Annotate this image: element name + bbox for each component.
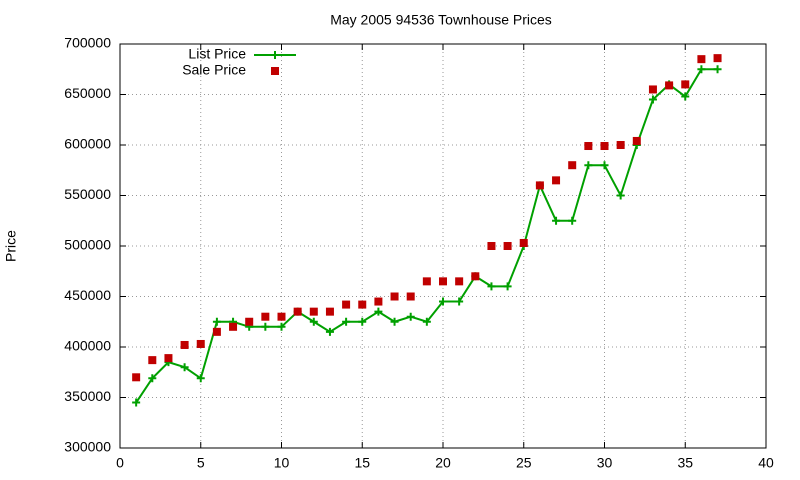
point-marker [600, 142, 609, 151]
point-marker [261, 312, 270, 321]
point-marker [422, 317, 431, 326]
point-marker [487, 242, 496, 250]
point-marker [390, 292, 399, 301]
y-tick-label: 650000 [64, 85, 111, 101]
y-axis-label: Price [3, 230, 19, 262]
y-tick-label: 300000 [64, 439, 111, 455]
point-marker [132, 398, 141, 407]
point-marker [697, 65, 706, 74]
point-marker [713, 65, 722, 74]
point-marker [471, 272, 480, 281]
point-marker [212, 327, 221, 336]
x-tick-label: 20 [435, 455, 451, 471]
point-marker [455, 277, 464, 286]
legend-marker [271, 67, 279, 75]
point-marker [406, 312, 415, 321]
x-tick-label: 0 [116, 455, 124, 471]
y-tick-label: 500000 [64, 237, 111, 253]
x-tick-label: 25 [516, 455, 532, 471]
y-tick-label: 600000 [64, 136, 111, 152]
y-tick-label: 450000 [64, 287, 111, 303]
point-marker [584, 161, 593, 170]
point-marker [665, 81, 674, 90]
legend-label: Sale Price [182, 62, 246, 78]
point-marker [390, 317, 399, 326]
point-marker [180, 340, 189, 349]
point-marker [180, 363, 189, 372]
x-tick-label: 30 [597, 455, 613, 471]
point-marker [293, 307, 302, 316]
point-marker [439, 297, 447, 306]
point-marker [277, 312, 286, 321]
point-marker [196, 374, 205, 383]
y-tick-label: 700000 [64, 35, 111, 51]
point-marker [439, 277, 447, 286]
point-marker [277, 322, 286, 331]
legend-label: List Price [188, 46, 246, 62]
point-marker [535, 181, 544, 190]
point-marker [358, 300, 367, 309]
point-marker [552, 216, 561, 225]
point-marker [568, 216, 577, 225]
point-marker [600, 161, 609, 170]
point-marker [519, 238, 528, 247]
y-tick-label: 350000 [64, 388, 111, 404]
point-marker [148, 374, 157, 383]
plot-frame [119, 43, 767, 449]
point-marker [325, 307, 334, 316]
point-marker [681, 80, 690, 89]
point-marker [164, 354, 173, 363]
point-marker [309, 307, 318, 316]
point-marker [568, 161, 577, 170]
point-marker [632, 136, 641, 145]
point-marker [616, 191, 625, 200]
point-marker [261, 322, 270, 331]
point-marker [325, 327, 334, 336]
point-marker [503, 242, 512, 250]
point-marker [148, 356, 157, 365]
point-marker [342, 317, 351, 326]
point-marker [132, 373, 141, 382]
x-tick-label: 35 [677, 455, 693, 471]
y-tick-label: 400000 [64, 338, 111, 354]
point-marker [697, 55, 706, 64]
point-marker [552, 176, 561, 185]
x-tick-label: 15 [354, 455, 370, 471]
point-marker [406, 292, 415, 301]
point-marker [212, 317, 221, 326]
point-marker [229, 322, 238, 331]
point-marker [455, 297, 464, 306]
point-marker [374, 307, 383, 316]
x-tick-label: 40 [758, 455, 774, 471]
point-marker [616, 141, 625, 149]
point-marker [422, 277, 431, 286]
point-marker [309, 317, 318, 326]
point-marker [648, 95, 657, 104]
point-marker [245, 317, 254, 326]
x-tick-label: 10 [274, 455, 290, 471]
point-marker [681, 92, 690, 101]
point-marker [374, 297, 383, 306]
point-marker [713, 54, 722, 63]
point-marker [584, 142, 593, 151]
point-marker [342, 300, 351, 309]
chart-title: May 2005 94536 Townhouse Prices [330, 12, 552, 28]
point-marker [503, 282, 512, 291]
legend-marker [271, 51, 279, 59]
x-tick-label: 5 [197, 455, 205, 471]
y-tick-label: 550000 [64, 186, 111, 202]
point-marker [487, 282, 496, 291]
point-marker [648, 85, 657, 94]
point-marker [358, 317, 367, 326]
point-marker [196, 339, 205, 348]
